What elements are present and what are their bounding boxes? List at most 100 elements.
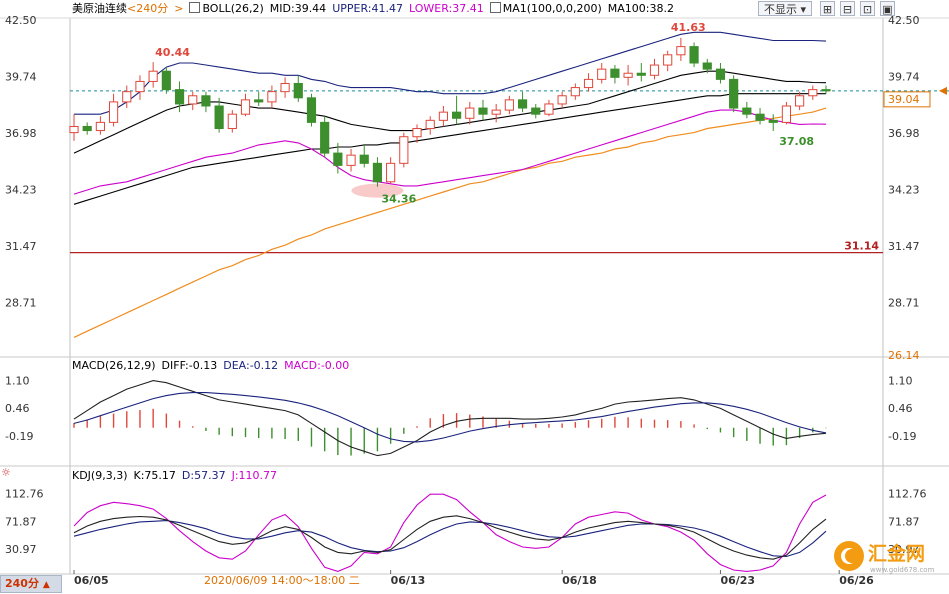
kdj-d-line [73,520,827,558]
kdj-y-tick-right: 30.97 [888,543,920,556]
candle-body [359,154,369,164]
add-icon[interactable]: ⊞ [820,1,835,16]
candle-body [636,72,646,76]
main-y-tick-left: 42.50 [5,14,37,27]
kdj-j: J:110.77 [231,469,278,482]
candle-body [386,162,396,183]
candle-body [452,111,462,119]
ma1-line [73,93,826,205]
candle-body [649,64,660,76]
kdj-k: K:75.17 [133,469,176,482]
kdj-y-tick-right: 112.76 [888,488,927,501]
low-highlight-ellipse [351,183,404,198]
chevron-down-icon: ▾ [800,3,807,16]
ma-settings-icon[interactable] [489,2,501,13]
candle-body [729,78,739,109]
candle-body [122,91,132,103]
kdj-k-line [73,515,827,560]
kdj-j-line [73,493,827,572]
period-text: 240分 [136,2,169,15]
high-annotation-2: 41.63 [671,21,706,34]
candle-body [597,68,607,80]
hide-dropdown-label: 不显示 [763,3,797,16]
crosshair-icon[interactable]: ☼ [1,466,11,479]
main-y-tick-left: 34.23 [5,183,37,196]
candle-body [610,68,620,78]
candle-body [306,97,317,123]
candle-body [214,105,224,130]
candle-body [69,125,79,134]
ma100-value: MA100:38.2 [607,2,674,15]
main-y-tick-left: 28.71 [5,296,37,309]
candle-body [689,46,699,64]
macd-label: MACD(26,12,9) [72,359,156,372]
macd-y-tick-left: 0.46 [5,402,30,415]
candle-body [188,95,198,105]
current-price-label: 39.04 [888,93,920,106]
kdj-d: D:57.37 [181,469,226,482]
candle-body [781,105,792,123]
kdj-label: KDJ(9,3,3) [72,469,128,482]
boll-mid: MID:39.44 [269,2,327,15]
macd-value: MACD:-0.00 [284,359,350,372]
time-tooltip: 2020/06/09 14:00～18:00 二 [204,574,360,587]
huijin-logo-mark: 汇金网 www.gold678.com [834,541,935,574]
macd-y-tick-right: -0.19 [888,430,916,443]
period-select-button[interactable]: 240分 ▲ [0,575,62,593]
fullscreen-icon[interactable]: ⊡ [860,1,875,16]
candle-body [254,99,264,103]
candle-body [201,95,211,107]
candle-body [663,54,673,66]
candle-body [517,99,528,109]
macd-dea-line [73,392,827,443]
main-y-tick-right: 28.71 [888,296,920,309]
main-legend: 美原油连续<240分 > BOLL(26,2) MID:39.44 UPPER:41.4… [72,2,680,16]
candle-body [478,107,488,115]
current-price-box [883,91,931,108]
kdj-y-tick-left: 71.87 [5,515,37,528]
x-axis-label: 06/13 [391,574,426,587]
settings-icon[interactable]: ▣ [880,1,895,16]
low-annotation-2: 37.08 [779,135,814,148]
candle-body [95,121,105,132]
current-price-marker [939,86,947,95]
candle-body [808,89,818,97]
candle-body [174,89,185,105]
kdj-y-tick-right: 71.87 [888,515,920,528]
macd-y-tick-right: 0.46 [888,402,913,415]
candle-body [148,70,158,82]
candle-body [795,95,805,107]
candle-body [715,68,726,80]
candle-body [742,107,752,115]
candle-body [623,72,633,78]
main-y-tick-right: 39.74 [888,71,920,84]
kdj-y-tick-left: 30.97 [5,543,37,556]
boll-lower-line [73,109,827,195]
remove-icon[interactable]: ⊟ [840,1,855,16]
hide-dropdown-button[interactable]: 不显示 ▾ [758,1,812,16]
huijin-logo: 汇金网 www.gold678.com [832,536,942,576]
candle-body [676,46,686,56]
boll-mid-line [73,70,827,154]
boll-lower: LOWER:37.41 [408,2,484,15]
candle-body [399,136,409,164]
boll-upper: UPPER:41.47 [332,2,403,15]
macd-dif-line [73,380,827,457]
macd-dea: DEA:-0.12 [223,359,279,372]
kdj-y-tick-left: 112.76 [5,488,44,501]
macd-y-tick-left: -0.19 [5,430,33,443]
main-y-tick-right: 36.98 [888,127,920,140]
boll-upper-line [74,31,827,115]
main-y-tick-left: 31.47 [5,240,37,253]
main-y-tick-right: 34.23 [888,183,920,196]
candle-body [583,78,594,89]
ma100-line [73,107,827,338]
indicator-settings-icon[interactable] [189,2,201,13]
period-select-label: 240分 [5,577,39,590]
candle-body [333,152,343,166]
x-axis-label: 06/23 [720,574,755,587]
candle-body [108,101,119,123]
main-y-tick-left: 39.74 [5,71,37,84]
macd-legend: MACD(26,12,9) DIFF:-0.13 DEA:-0.12 MACD:-0.… [72,359,355,373]
high-annotation-1: 40.44 [155,46,190,59]
